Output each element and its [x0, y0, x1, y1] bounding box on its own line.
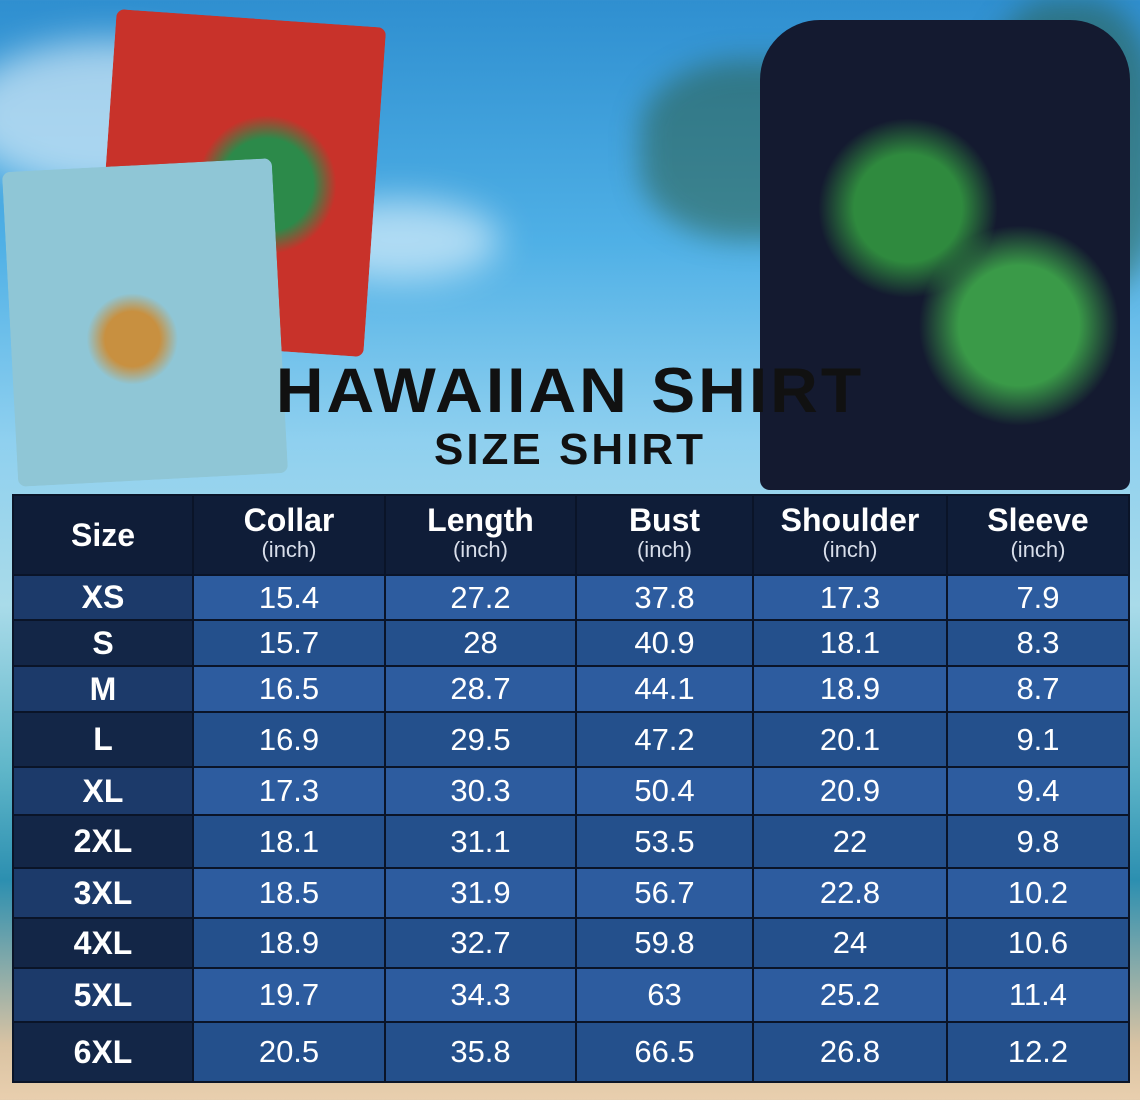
measurement-cell: 16.5	[192, 665, 386, 713]
table-row: 2XL 18.1 31.1 53.5 22 9.8	[12, 814, 1130, 869]
measurement-cell: 20.1	[752, 711, 948, 768]
measurement-cell: 20.5	[192, 1021, 386, 1083]
column-header-label: Collar	[243, 502, 335, 538]
column-header-label: Size	[70, 517, 136, 553]
measurement-cell: 32.7	[384, 917, 577, 969]
measurement-cell: 66.5	[575, 1021, 754, 1083]
measurement-cell: 40.9	[575, 619, 754, 667]
measurement-cell: 8.7	[946, 665, 1130, 713]
table-row: M 16.5 28.7 44.1 18.9 8.7	[12, 665, 1130, 713]
measurement-cell: 31.9	[384, 867, 577, 919]
measurement-cell: 35.8	[384, 1021, 577, 1083]
measurement-cell: 28	[384, 619, 577, 667]
measurement-cell: 24	[752, 917, 948, 969]
measurement-cell: 16.9	[192, 711, 386, 768]
column-header-unit: (inch)	[261, 537, 317, 562]
measurement-cell: 22	[752, 814, 948, 869]
measurement-cell: 17.3	[752, 574, 948, 621]
measurement-cell: 31.1	[384, 814, 577, 869]
column-header-unit: (inch)	[822, 537, 878, 562]
size-cell: L	[12, 711, 194, 768]
size-cell: XL	[12, 766, 194, 816]
measurement-cell: 9.4	[946, 766, 1130, 816]
measurement-cell: 18.1	[192, 814, 386, 869]
measurement-cell: 56.7	[575, 867, 754, 919]
column-header-bust: Bust (inch)	[575, 494, 754, 576]
column-header-unit: (inch)	[636, 537, 692, 562]
measurement-cell: 29.5	[384, 711, 577, 768]
measurement-cell: 10.2	[946, 867, 1130, 919]
measurement-cell: 26.8	[752, 1021, 948, 1083]
column-header-label: Bust	[628, 502, 701, 538]
measurement-cell: 15.4	[192, 574, 386, 621]
table-row: L 16.9 29.5 47.2 20.1 9.1	[12, 711, 1130, 768]
measurement-cell: 25.2	[752, 967, 948, 1023]
column-header-length: Length (inch)	[384, 494, 577, 576]
table-row: XS 15.4 27.2 37.8 17.3 7.9	[12, 574, 1130, 621]
page-subtitle: SIZE SHIRT	[433, 425, 707, 474]
measurement-cell: 18.1	[752, 619, 948, 667]
column-header-label: Sleeve	[987, 502, 1089, 538]
measurement-cell: 30.3	[384, 766, 577, 816]
table-row: 5XL 19.7 34.3 63 25.2 11.4	[12, 967, 1130, 1023]
measurement-cell: 9.1	[946, 711, 1130, 768]
size-cell: M	[12, 665, 194, 713]
size-cell: 4XL	[12, 917, 194, 969]
measurement-cell: 63	[575, 967, 754, 1023]
column-header-sleeve: Sleeve (inch)	[946, 494, 1130, 576]
measurement-cell: 11.4	[946, 967, 1130, 1023]
table-row: XL 17.3 30.3 50.4 20.9 9.4	[12, 766, 1130, 816]
measurement-cell: 18.5	[192, 867, 386, 919]
measurement-cell: 17.3	[192, 766, 386, 816]
measurement-cell: 15.7	[192, 619, 386, 667]
size-cell: XS	[12, 574, 194, 621]
size-cell: 2XL	[12, 814, 194, 869]
measurement-cell: 50.4	[575, 766, 754, 816]
measurement-cell: 12.2	[946, 1021, 1130, 1083]
table-row: 4XL 18.9 32.7 59.8 24 10.6	[12, 917, 1130, 969]
flamingo-shirt-model-image	[760, 20, 1130, 490]
table-row: 6XL 20.5 35.8 66.5 26.8 12.2	[12, 1021, 1130, 1083]
measurement-cell: 10.6	[946, 917, 1130, 969]
measurement-cell: 37.8	[575, 574, 754, 621]
measurement-cell: 9.8	[946, 814, 1130, 869]
measurement-cell: 28.7	[384, 665, 577, 713]
size-chart-table: Size Collar (inch) Length (inch) Bust (inch) Sh…	[12, 494, 1130, 1083]
table-row: 3XL 18.5 31.9 56.7 22.8 10.2	[12, 867, 1130, 919]
size-cell: S	[12, 619, 194, 667]
measurement-cell: 18.9	[192, 917, 386, 969]
measurement-cell: 19.7	[192, 967, 386, 1023]
measurement-cell: 44.1	[575, 665, 754, 713]
measurement-cell: 18.9	[752, 665, 948, 713]
measurement-cell: 8.3	[946, 619, 1130, 667]
size-cell: 5XL	[12, 967, 194, 1023]
measurement-cell: 34.3	[384, 967, 577, 1023]
measurement-cell: 20.9	[752, 766, 948, 816]
measurement-cell: 47.2	[575, 711, 754, 768]
size-cell: 6XL	[12, 1021, 194, 1083]
table-row: S 15.7 28 40.9 18.1 8.3	[12, 619, 1130, 667]
column-header-unit: (inch)	[1010, 537, 1066, 562]
column-header-size: Size	[12, 494, 194, 576]
column-header-unit: (inch)	[452, 537, 508, 562]
size-cell: 3XL	[12, 867, 194, 919]
measurement-cell: 59.8	[575, 917, 754, 969]
measurement-cell: 7.9	[946, 574, 1130, 621]
table-header-row: Size Collar (inch) Length (inch) Bust (inch) Sh…	[12, 494, 1130, 576]
measurement-cell: 22.8	[752, 867, 948, 919]
column-header-collar: Collar (inch)	[192, 494, 386, 576]
column-header-label: Shoulder	[780, 502, 920, 538]
column-header-label: Length	[427, 502, 534, 538]
page-title: HAWAIIAN SHIRT	[275, 354, 865, 426]
column-header-shoulder: Shoulder (inch)	[752, 494, 948, 576]
measurement-cell: 27.2	[384, 574, 577, 621]
measurement-cell: 53.5	[575, 814, 754, 869]
